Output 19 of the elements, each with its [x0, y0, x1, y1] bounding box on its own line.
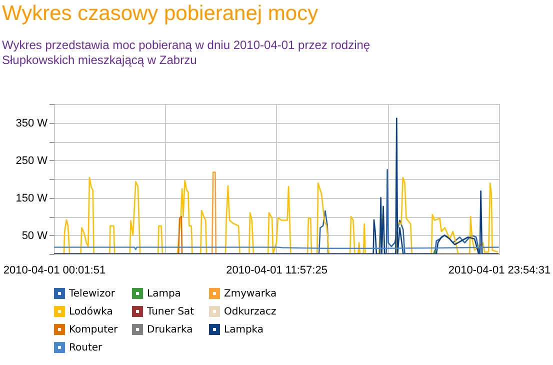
y-tick-label: 250 W: [16, 154, 48, 167]
legend-label: Zmywarka: [224, 288, 277, 300]
legend-label: Odkurzacz: [224, 306, 276, 318]
legend-label: Tuner Sat: [146, 306, 194, 318]
x-tick-label: 2010-04-01 23:54:31: [448, 264, 551, 276]
legend-label: Lodówka: [69, 306, 113, 318]
x-tick-label: 2010-04-01 11:57:25: [226, 264, 328, 276]
legend-label: Komputer: [69, 324, 119, 336]
chart-title: Wykres czasowy pobieranej mocy: [1, 1, 320, 27]
y-tick-label: 50 W: [22, 230, 48, 242]
y-tick-label: 150 W: [16, 192, 48, 204]
legend-label: Router: [69, 342, 104, 354]
legend-label: Lampka: [224, 324, 264, 336]
x-tick-label: 2010-04-01 00:01:51: [3, 264, 106, 276]
legend-label: Telewizor: [68, 288, 116, 300]
chart-subtitle: Wykres przedstawia moc pobieraną w dniu 2010-04-01 przez rodzinę Słupkowskich mieszkającą w Zabrzu: [1, 38, 372, 69]
legend-label: Drukarka: [147, 324, 193, 336]
legend-label: Lampa: [147, 288, 181, 300]
y-tick-label: 350 W: [16, 117, 48, 130]
